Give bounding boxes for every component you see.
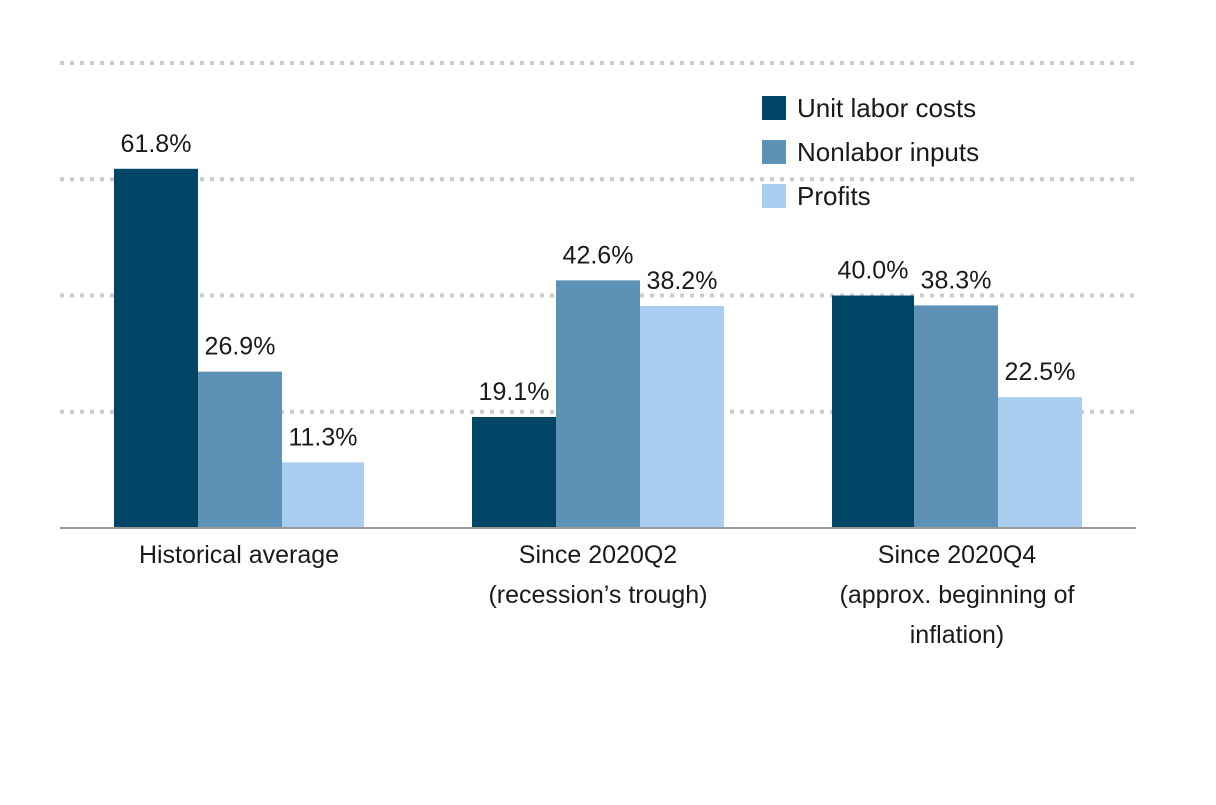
value-labels: 61.8% 26.9% 11.3% 19.1% 42.6% 38.2% 40.0% 38.3%… — [121, 130, 1076, 452]
data-label: 38.3% — [921, 266, 992, 294]
bar — [198, 371, 282, 528]
category-label: (approx. beginning of — [840, 581, 1075, 609]
bar — [556, 280, 640, 528]
data-label: 22.5% — [1005, 358, 1076, 386]
data-label: 40.0% — [838, 257, 909, 285]
data-label: 38.2% — [647, 267, 718, 295]
bar — [282, 462, 364, 528]
bar — [472, 416, 556, 528]
data-label: 26.9% — [205, 333, 276, 361]
category-label: inflation) — [910, 621, 1005, 649]
bar — [914, 305, 998, 528]
legend-swatch — [762, 96, 786, 120]
legend-label: Profits — [797, 181, 871, 211]
legend-label: Nonlabor inputs — [797, 137, 979, 167]
bar — [998, 397, 1082, 528]
category-label: Since 2020Q4 — [878, 541, 1037, 569]
data-label: 61.8% — [121, 130, 192, 158]
legend: Unit labor costs Nonlabor inputs Profits — [762, 93, 979, 211]
category-label: (recession’s trough) — [488, 581, 707, 609]
category-labels: Historical average Since 2020Q2 (recession… — [139, 541, 1075, 649]
bar — [114, 168, 198, 528]
legend-swatch — [762, 184, 786, 208]
category-label: Historical average — [139, 541, 339, 569]
category-label: Since 2020Q2 — [519, 541, 677, 569]
bars — [114, 168, 1082, 528]
data-label: 11.3% — [288, 423, 357, 451]
bar — [832, 295, 914, 528]
legend-swatch — [762, 140, 786, 164]
data-label: 42.6% — [563, 241, 634, 269]
data-label: 19.1% — [479, 378, 550, 406]
bar — [640, 305, 724, 528]
legend-label: Unit labor costs — [797, 93, 976, 123]
